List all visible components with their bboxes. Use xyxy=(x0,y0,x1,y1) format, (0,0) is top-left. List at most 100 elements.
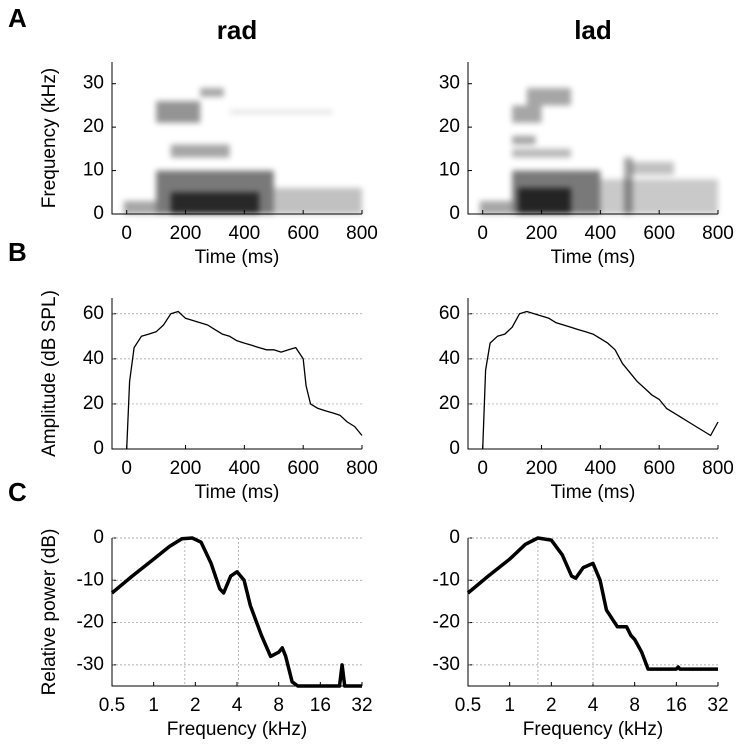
x-tick-label: 1 xyxy=(504,695,515,716)
x-tick-label: 800 xyxy=(702,223,734,244)
energy-region xyxy=(623,157,633,214)
line xyxy=(466,536,718,671)
x-tick-label: 0 xyxy=(477,223,488,244)
energy-region xyxy=(512,135,536,145)
energy-region xyxy=(170,192,260,214)
x-tick-label: 32 xyxy=(351,695,372,716)
energy-region xyxy=(479,200,513,214)
axes xyxy=(467,62,718,215)
y-tick-label: -30 xyxy=(433,654,460,675)
x-tick-label: 4 xyxy=(588,695,599,716)
x-axis-label: Time (ms) xyxy=(195,247,280,268)
x-tick-label: 16 xyxy=(310,695,331,716)
spectrogram xyxy=(123,88,362,214)
x-tick-label: 0.5 xyxy=(99,695,125,716)
y-tick-label: 0 xyxy=(449,438,460,459)
y-tick-label: 0 xyxy=(93,527,104,548)
column-title: rad xyxy=(217,15,257,45)
panel: 0 -10 -20 -30 0.5 1 2 4 8 16 32 Frequency (kHz) xyxy=(433,527,729,740)
x-axis-label: Time (ms) xyxy=(551,247,636,268)
line xyxy=(126,310,363,450)
column-title: lad xyxy=(574,15,612,45)
x-tick-label: 200 xyxy=(526,223,558,244)
y-tick-label: 10 xyxy=(439,160,460,181)
energy-region xyxy=(123,200,157,214)
x-tick-label: 600 xyxy=(287,458,319,479)
x-tick-label: 0 xyxy=(121,223,132,244)
y-axis-label: Frequency (kHz) xyxy=(39,68,60,208)
x-tick-label: 0.5 xyxy=(455,695,481,716)
x-tick-label: 32 xyxy=(707,695,728,716)
x-tick-label: 400 xyxy=(229,223,261,244)
energy-region xyxy=(600,179,718,214)
x-tick-label: 200 xyxy=(526,458,558,479)
x-tick-label: 8 xyxy=(629,695,640,716)
x-tick-label: 4 xyxy=(232,695,243,716)
x-tick-label: 200 xyxy=(170,458,202,479)
y-tick-label: 20 xyxy=(83,393,104,414)
x-tick-label: 1 xyxy=(148,695,159,716)
energy-region xyxy=(273,187,362,214)
y-axis-label: Relative power (dB) xyxy=(39,529,60,696)
axes xyxy=(111,62,362,215)
y-tick-label: -10 xyxy=(77,569,104,590)
energy-region xyxy=(629,161,674,175)
x-tick-label: 2 xyxy=(190,695,201,716)
x-tick-label: 800 xyxy=(346,458,378,479)
energy-region xyxy=(200,88,224,97)
energy-region xyxy=(526,88,571,106)
y-tick-label: 40 xyxy=(439,348,460,369)
x-tick-label: 600 xyxy=(643,458,675,479)
panel: 0 -10 -20 -30 0.5 1 2 4 8 16 32 Frequency (kHz) Rela… xyxy=(39,527,373,740)
panel-label: C xyxy=(8,477,27,507)
panel-label: A xyxy=(8,3,27,33)
axes xyxy=(111,538,362,687)
y-tick-label: -30 xyxy=(77,654,104,675)
y-tick-label: 30 xyxy=(83,73,104,94)
y-tick-label: 0 xyxy=(93,203,104,224)
panel-label: B xyxy=(8,237,27,267)
y-axis-label: Amplitude (dB SPL) xyxy=(39,290,60,457)
x-tick-label: 2 xyxy=(546,695,557,716)
y-tick-label: -10 xyxy=(433,569,460,590)
axes xyxy=(467,538,718,687)
x-tick-label: 200 xyxy=(170,223,202,244)
y-tick-label: 60 xyxy=(83,303,104,324)
energy-region xyxy=(229,109,333,115)
spectrogram xyxy=(479,88,718,214)
y-tick-label: 30 xyxy=(439,73,460,94)
energy-region xyxy=(512,105,542,123)
x-axis-label: Frequency (kHz) xyxy=(167,719,307,740)
x-tick-label: 16 xyxy=(666,695,687,716)
axes xyxy=(467,298,718,450)
y-tick-label: -20 xyxy=(433,612,460,633)
x-tick-label: 400 xyxy=(585,223,617,244)
energy-region xyxy=(512,148,571,158)
x-tick-label: 400 xyxy=(585,458,617,479)
y-tick-label: 0 xyxy=(449,527,460,548)
energy-region xyxy=(518,187,571,214)
y-tick-label: 0 xyxy=(449,203,460,224)
x-tick-label: 800 xyxy=(346,223,378,244)
line xyxy=(110,536,362,688)
y-tick-label: 20 xyxy=(83,116,104,137)
x-axis-label: Time (ms) xyxy=(195,482,280,503)
y-tick-label: 60 xyxy=(439,303,460,324)
x-axis-label: Frequency (kHz) xyxy=(523,719,663,740)
x-axis-label: Time (ms) xyxy=(551,482,636,503)
x-tick-label: 8 xyxy=(273,695,284,716)
y-tick-label: 40 xyxy=(83,348,104,369)
y-tick-label: 0 xyxy=(93,438,104,459)
line xyxy=(482,310,719,450)
panel: rad 0 10 20 30 0 200 400 600 800 Time (ms) Frequenc… xyxy=(39,15,378,268)
x-tick-label: 600 xyxy=(643,223,675,244)
x-tick-label: 0 xyxy=(477,458,488,479)
y-tick-label: 10 xyxy=(83,160,104,181)
energy-region xyxy=(156,101,201,123)
panel: lad 0 10 20 30 0 200 400 600 800 Time (ms) xyxy=(439,15,734,268)
y-tick-label: 20 xyxy=(439,393,460,414)
x-tick-label: 800 xyxy=(702,458,734,479)
